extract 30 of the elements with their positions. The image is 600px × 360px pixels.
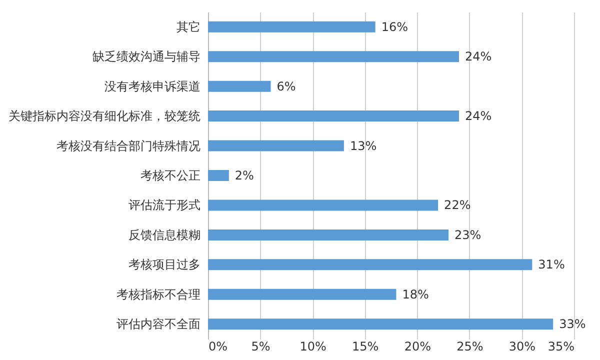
- x-tick-label: 15%: [352, 340, 379, 354]
- data-label: 16%: [381, 20, 408, 34]
- x-tick-label: 0%: [208, 340, 228, 354]
- data-label: 2%: [234, 168, 254, 182]
- data-label: 18%: [402, 287, 429, 302]
- data-label: 23%: [454, 228, 482, 242]
- data-label: 24%: [464, 50, 492, 64]
- y-tick-label: 其它: [176, 20, 200, 34]
- data-label: 33%: [559, 317, 586, 332]
- x-tick-label: 20%: [404, 340, 431, 354]
- x-tick-label: 5%: [251, 340, 270, 354]
- x-tick-label: 10%: [300, 340, 326, 354]
- y-tick-label: 评估流于形式: [128, 198, 200, 212]
- y-tick-label: 没有考核申诉渠道: [104, 79, 200, 94]
- y-tick-label: 考核指标不合理: [116, 287, 200, 302]
- y-tick-label: 反馈信息模糊: [128, 228, 200, 242]
- y-tick-label: 考核项目过多: [128, 258, 200, 272]
- data-label: 24%: [464, 109, 492, 124]
- data-label: 22%: [444, 198, 471, 212]
- y-tick-label: 评估内容不全面: [116, 317, 200, 332]
- x-tick-label: 35%: [548, 340, 574, 354]
- x-tick-label: 30%: [508, 340, 536, 354]
- y-tick-label: 考核没有结合部门特殊情况: [56, 138, 200, 153]
- y-tick-label: 考核不公正: [140, 168, 200, 182]
- data-label: 31%: [538, 258, 565, 272]
- data-label: 6%: [276, 79, 296, 94]
- y-tick-label: 关键指标内容没有细化标准，较笼统: [8, 109, 200, 124]
- data-label: 13%: [350, 138, 377, 153]
- y-tick-label: 缺乏绩效沟通与辅导: [92, 50, 200, 64]
- x-tick-label: 25%: [456, 340, 484, 354]
